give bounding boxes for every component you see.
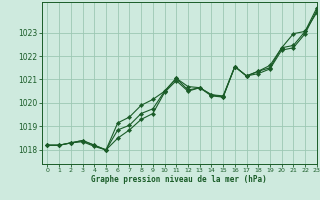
X-axis label: Graphe pression niveau de la mer (hPa): Graphe pression niveau de la mer (hPa) [91, 175, 267, 184]
